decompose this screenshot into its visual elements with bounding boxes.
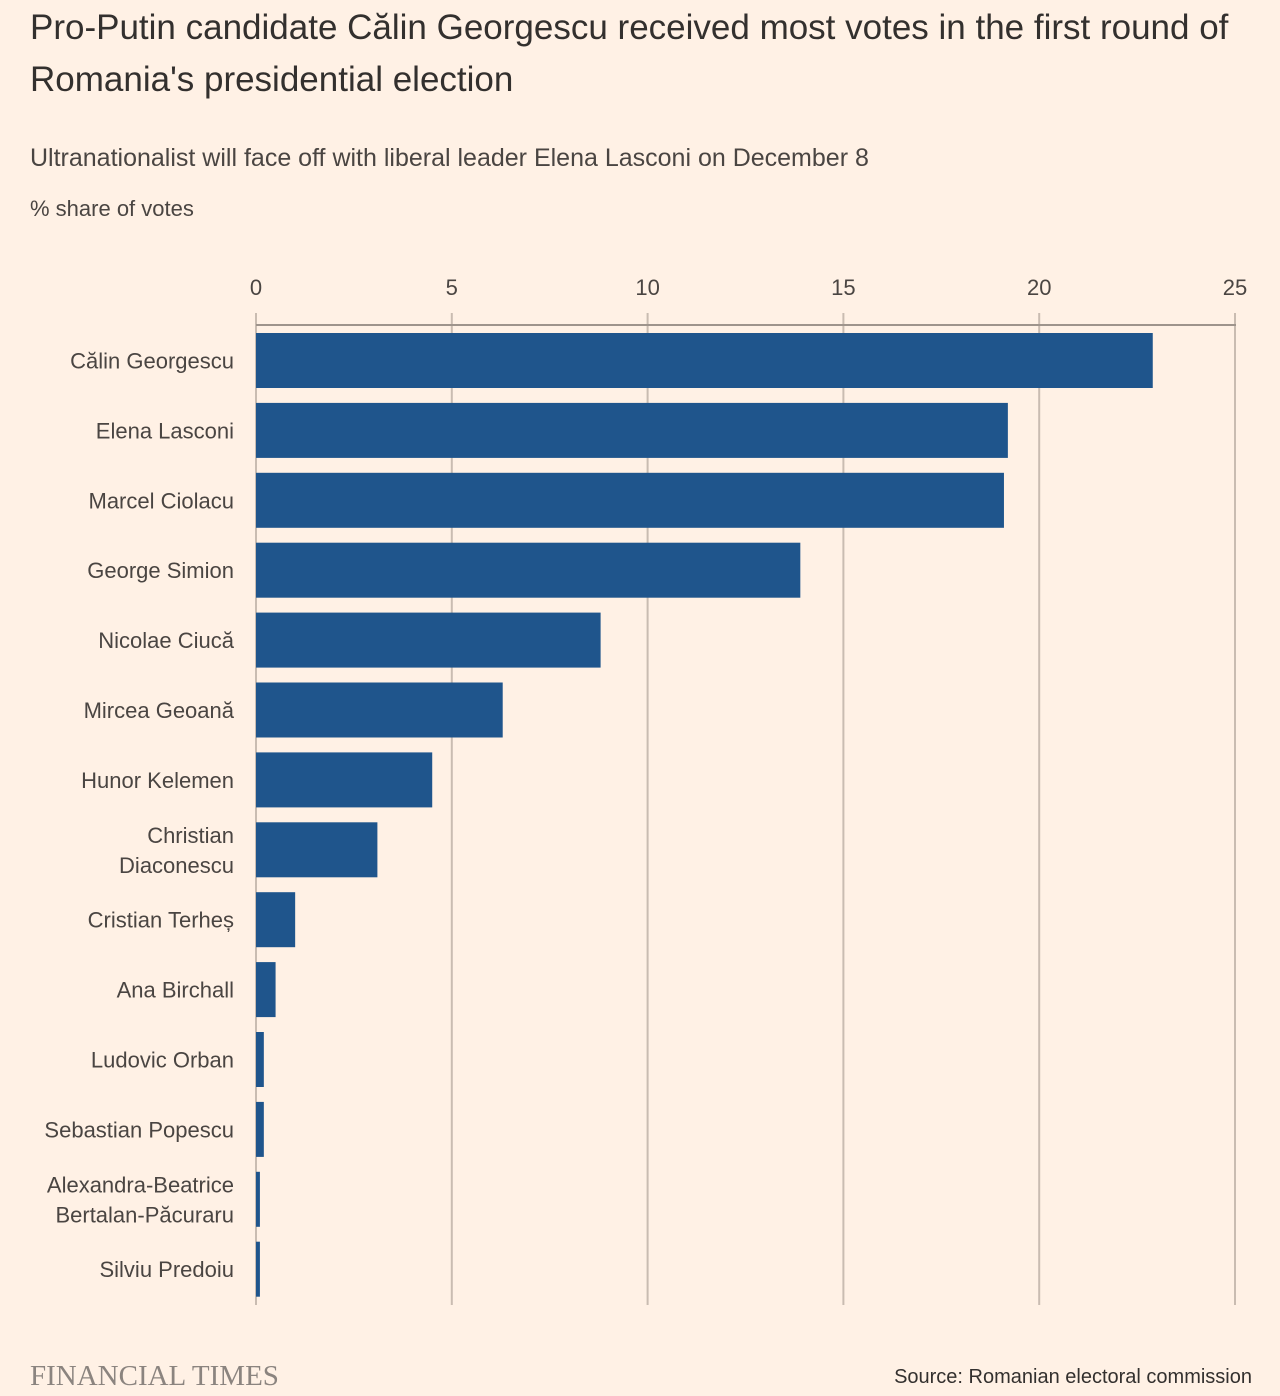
bars xyxy=(256,333,1153,1297)
x-tick-label: 20 xyxy=(1027,275,1051,300)
category-label: Hunor Kelemen xyxy=(81,768,234,793)
bar xyxy=(256,752,433,808)
category-label: Mircea Geoană xyxy=(84,698,235,723)
bar xyxy=(256,542,801,598)
bar xyxy=(256,333,1153,388)
chart-subtitle: Ultranationalist will face off with libe… xyxy=(30,144,869,172)
category-label: Cristian Terheș xyxy=(88,908,234,933)
chart-title: Pro-Putin candidate Călin Georgescu rece… xyxy=(30,8,1229,99)
category-label: Alexandra-Beatrice xyxy=(47,1172,234,1197)
bar xyxy=(256,822,378,878)
category-label: George Simion xyxy=(87,558,234,583)
category-label: Călin Georgescu xyxy=(70,349,234,374)
bar-chart: 0 5 10 15 20 25 Călin Georgescu Elena Lasconi M… xyxy=(44,275,1247,1305)
bar xyxy=(256,682,503,738)
bar xyxy=(256,892,296,948)
unit-label: % share of votes xyxy=(30,196,194,221)
x-tick-label: 0 xyxy=(250,275,262,300)
bar xyxy=(256,1101,264,1157)
gridlines xyxy=(255,313,1236,1305)
category-label: Sebastian Popescu xyxy=(44,1117,234,1142)
x-axis-ticks: 0 5 10 15 20 25 xyxy=(250,275,1247,300)
category-label: Elena Lasconi xyxy=(96,418,234,443)
x-tick-label: 25 xyxy=(1223,275,1247,300)
bar xyxy=(256,962,276,1018)
x-tick-label: 5 xyxy=(446,275,458,300)
category-label: Diaconescu xyxy=(119,853,234,878)
category-label: Ana Birchall xyxy=(117,978,234,1003)
ft-logo: FINANCIAL TIMES xyxy=(30,1360,279,1392)
category-label: Silviu Predoiu xyxy=(99,1257,234,1282)
bar xyxy=(256,612,601,668)
category-label: Ludovic Orban xyxy=(91,1048,234,1073)
bar xyxy=(256,1032,264,1087)
category-label: Bertalan-Păcuraru xyxy=(55,1202,234,1227)
bar xyxy=(256,402,1008,458)
bar xyxy=(256,1241,260,1297)
bar xyxy=(256,472,1004,528)
category-labels: Călin Georgescu Elena Lasconi Marcel Ciola… xyxy=(44,349,234,1283)
x-tick-label: 15 xyxy=(831,275,855,300)
source-note: Source: Romanian electoral commission xyxy=(894,1366,1252,1388)
bar xyxy=(256,1171,260,1227)
category-label: Marcel Ciolacu xyxy=(89,488,235,513)
category-label: Nicolae Ciucă xyxy=(98,628,234,653)
x-tick-label: 10 xyxy=(635,275,659,300)
category-label: Christian xyxy=(147,823,234,848)
